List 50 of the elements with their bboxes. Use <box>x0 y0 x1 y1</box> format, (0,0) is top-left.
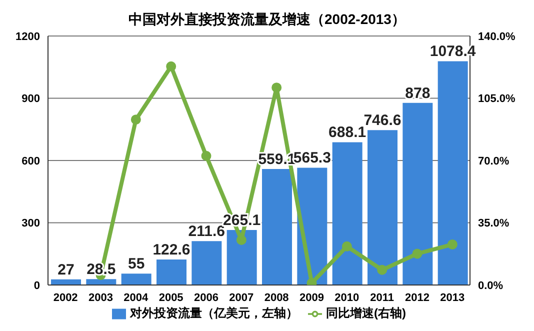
bar <box>156 260 186 285</box>
point <box>447 239 458 250</box>
x-tick-label: 2002 <box>53 292 78 304</box>
data-label: 878 <box>405 84 430 102</box>
chart-title: 中国对外直接投资流量及增速（2002-2013） <box>128 10 406 29</box>
y-tick-label: 0 <box>34 280 40 292</box>
bar <box>402 102 433 285</box>
y-tick-label: 1200 <box>16 30 40 43</box>
x-tick-label: 2003 <box>88 292 113 304</box>
data-label: 688.1 <box>328 124 366 142</box>
data-label: 122.6 <box>152 242 190 259</box>
point <box>377 264 388 275</box>
bar <box>121 274 152 285</box>
point <box>130 114 141 125</box>
x-tick-label: 2005 <box>158 292 184 304</box>
legend-label: 同比增速(右轴) <box>326 306 406 320</box>
y2-tick-label: 70.0% <box>478 155 510 168</box>
x-tick-label: 2007 <box>229 292 254 304</box>
data-label: 55 <box>128 256 145 273</box>
bar <box>86 279 116 285</box>
x-tick-label: 2004 <box>124 292 150 304</box>
bar <box>438 61 468 285</box>
y2-tick-label: 140.0% <box>478 30 516 43</box>
point <box>236 235 246 245</box>
x-tick-label: 2013 <box>440 292 465 304</box>
bar <box>368 130 398 285</box>
x-tick-label: 2006 <box>194 292 218 304</box>
x-tick-label: 2011 <box>370 292 394 304</box>
y2-tick-label: 35.0% <box>478 218 510 230</box>
x-tick-label: 2012 <box>405 292 430 304</box>
legend-label: 对外投资流量（亿美元，左轴） <box>130 306 298 320</box>
y2-tick-label: 0.0% <box>478 280 504 292</box>
y-tick-label: 900 <box>22 93 40 106</box>
y2-tick-label: 105.0% <box>478 93 516 106</box>
data-label: 27 <box>58 261 74 278</box>
bar <box>226 230 257 285</box>
x-tick-label: 2009 <box>300 292 324 304</box>
point <box>201 150 212 161</box>
bar <box>332 142 362 285</box>
point <box>342 241 352 252</box>
bar <box>262 168 292 285</box>
data-label: 746.6 <box>364 112 402 130</box>
y-tick-label: 300 <box>22 218 40 230</box>
point <box>412 248 422 259</box>
point <box>166 61 176 72</box>
x-tick-label: 2008 <box>264 292 289 304</box>
point <box>272 82 282 93</box>
bar <box>192 241 222 285</box>
x-tick-label: 2010 <box>334 292 360 304</box>
y-tick-label: 600 <box>22 155 40 168</box>
